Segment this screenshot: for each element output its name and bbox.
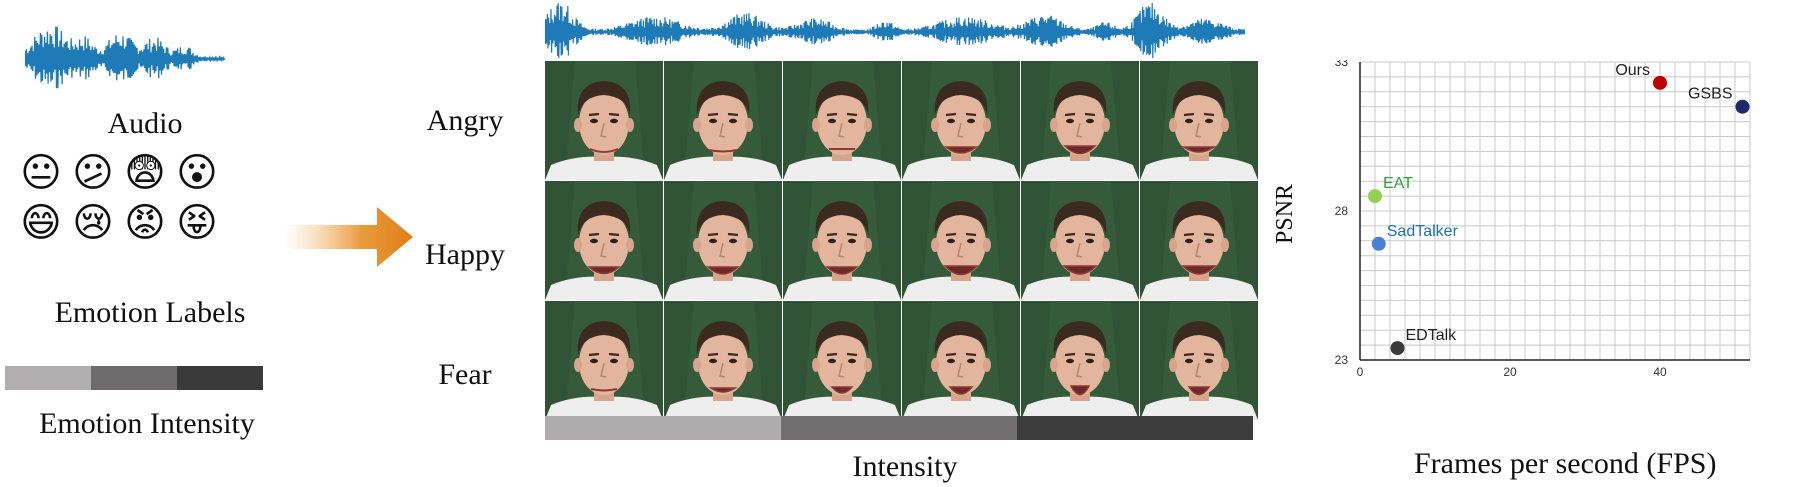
face-thumbnail <box>783 301 901 420</box>
data-point-sadtalker <box>1371 236 1386 251</box>
face-thumbnail <box>902 301 1020 420</box>
fearful-face-icon: 😨 <box>124 150 166 196</box>
face-thumbnail <box>664 301 782 420</box>
face-thumbnail <box>1140 301 1258 420</box>
emotion-labels-title: Emotion Labels <box>54 296 246 329</box>
face-thumbnail <box>1140 181 1258 300</box>
y-tick-label: 23 <box>1335 353 1349 367</box>
grinning-face-icon: 😄 <box>20 200 62 246</box>
audio-label: Audio <box>107 107 183 140</box>
data-label-eat: EAT <box>1383 175 1413 192</box>
face-thumbnail <box>902 181 1020 300</box>
grid-intensity-label: Intensity <box>852 450 958 483</box>
confused-face-icon: 😕 <box>72 150 114 196</box>
data-label-ours: Ours <box>1615 62 1650 79</box>
y-tick-label: 33 <box>1335 60 1349 69</box>
data-point-eat <box>1368 189 1382 204</box>
x-tick-label: 0 <box>1357 365 1364 379</box>
face-thumbnail <box>545 181 663 300</box>
face-thumbnail <box>902 61 1020 180</box>
row-label-angry: Angry <box>426 104 504 137</box>
face-thumbnail <box>545 301 663 420</box>
surprised-face-icon: 😮 <box>176 150 218 196</box>
face-thumbnail <box>1021 181 1139 300</box>
psnr-fps-scatter: 0 20 40 23 28 33 Ours GSBS EAT SadTalker EDTalk <box>1335 60 1751 379</box>
grid-intensity-bar-high <box>1017 416 1253 440</box>
intensity-bar-high <box>177 366 263 390</box>
data-point-gsbs <box>1735 99 1750 114</box>
data-point-ours <box>1653 75 1667 90</box>
grid-intensity-bar-mid <box>781 416 1017 440</box>
face-thumbnail <box>1021 301 1139 420</box>
row-label-happy: Happy <box>425 238 505 271</box>
x-tick-label: 20 <box>1503 365 1517 379</box>
x-tick-label: 40 <box>1653 365 1667 379</box>
angry-face-icon: 😡 <box>124 200 166 246</box>
y-axis-label: PSNR <box>1272 183 1298 244</box>
row-label-fear: Fear <box>438 358 492 391</box>
face-thumbnail <box>783 61 901 180</box>
squinting-tongue-face-icon: 😝 <box>176 200 218 246</box>
grid-intensity-bar-low <box>545 416 781 440</box>
x-axis-label: Frames per second (FPS) <box>1414 447 1717 480</box>
intensity-bar-mid <box>91 366 177 390</box>
emotion-intensity-title: Emotion Intensity <box>39 407 255 440</box>
intensity-bar-low <box>5 366 91 390</box>
audio-waveform <box>25 26 225 89</box>
face-thumbnail <box>545 61 663 180</box>
face-thumbnail <box>1021 61 1139 180</box>
face-thumbnail <box>664 181 782 300</box>
face-thumbnail <box>664 61 782 180</box>
neutral-face-icon: 😐 <box>20 150 62 196</box>
data-label-edtalk: EDTalk <box>1406 327 1458 344</box>
data-label-sadtalker: SadTalker <box>1387 223 1459 240</box>
emotion-emoji-grid: 😐 😕 😨 😮 😄 😢 😡 😝 <box>18 150 268 250</box>
audio-waveform-strip <box>545 2 1245 59</box>
y-tick-label: 28 <box>1335 204 1349 218</box>
data-label-gsbs: GSBS <box>1688 86 1732 103</box>
data-point-edtalk <box>1390 341 1405 356</box>
face-thumbnail <box>1140 61 1258 180</box>
crying-face-icon: 😢 <box>72 200 114 246</box>
face-thumbnail <box>783 181 901 300</box>
arrow-right-icon <box>285 207 413 267</box>
